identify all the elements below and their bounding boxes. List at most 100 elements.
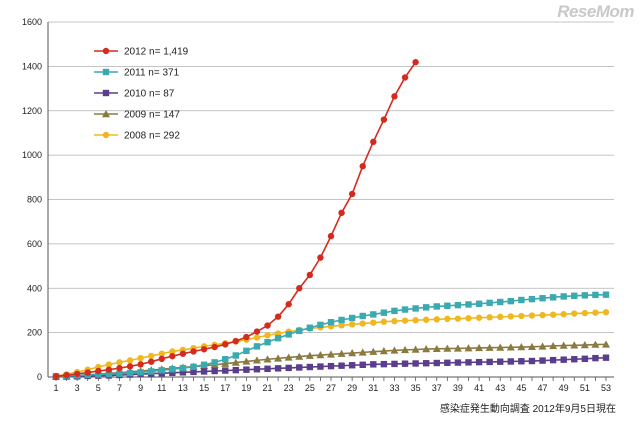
data-point xyxy=(359,361,366,368)
legend-item: 2009 n= 147 xyxy=(94,110,180,121)
data-point xyxy=(253,366,261,373)
data-point xyxy=(528,312,536,319)
data-point xyxy=(571,356,578,363)
data-point xyxy=(549,356,557,364)
data-point xyxy=(465,301,472,308)
data-point xyxy=(602,340,610,348)
data-point xyxy=(412,305,419,312)
data-point xyxy=(411,345,420,353)
legend-swatch-marker xyxy=(102,89,110,97)
data-point xyxy=(497,313,504,321)
data-point xyxy=(252,356,261,364)
data-point xyxy=(391,93,398,100)
data-point xyxy=(105,361,113,368)
data-point xyxy=(497,298,504,306)
data-point xyxy=(105,370,113,378)
series-4 xyxy=(52,309,610,380)
data-point xyxy=(116,364,123,372)
data-point xyxy=(580,341,589,349)
data-point xyxy=(527,342,536,351)
data-point xyxy=(549,341,558,350)
x-tick-label: 49 xyxy=(559,383,569,393)
data-point xyxy=(592,291,599,299)
x-tick-label: 11 xyxy=(157,383,166,393)
series-line xyxy=(55,61,417,378)
data-point xyxy=(126,363,134,370)
data-point xyxy=(222,341,229,348)
data-point xyxy=(169,348,176,355)
data-point xyxy=(200,346,208,353)
data-point xyxy=(169,352,176,360)
y-tick-label: 0 xyxy=(37,372,42,382)
data-point xyxy=(222,356,229,363)
data-point xyxy=(295,352,304,360)
data-point xyxy=(539,311,546,319)
data-point xyxy=(507,313,515,320)
data-point xyxy=(274,313,282,320)
data-point xyxy=(358,348,367,356)
data-point xyxy=(370,361,377,368)
data-point xyxy=(317,363,324,370)
legend-swatch-marker xyxy=(102,47,110,55)
x-tick-label: 15 xyxy=(199,383,209,393)
x-tick-label: 23 xyxy=(284,383,294,393)
data-point xyxy=(444,359,451,366)
data-point xyxy=(560,311,567,318)
data-point xyxy=(147,368,155,375)
y-tick-label: 1000 xyxy=(22,150,42,160)
data-point xyxy=(379,347,388,355)
data-point xyxy=(485,343,494,351)
data-point xyxy=(338,316,345,324)
data-point xyxy=(464,344,473,352)
x-tick-label: 13 xyxy=(178,383,188,393)
data-point xyxy=(401,74,409,81)
data-point xyxy=(253,334,261,341)
data-point xyxy=(200,361,208,368)
data-point xyxy=(190,348,197,355)
data-point xyxy=(422,345,431,353)
data-point xyxy=(560,356,567,363)
data-point xyxy=(105,366,113,373)
data-point xyxy=(296,285,303,292)
data-point xyxy=(518,296,525,304)
data-point xyxy=(380,318,388,325)
data-point xyxy=(475,300,483,307)
data-point xyxy=(243,366,250,373)
data-point xyxy=(422,360,430,367)
data-point xyxy=(443,344,452,352)
x-tick-label: 47 xyxy=(538,383,548,393)
data-point xyxy=(401,306,409,313)
x-tick-label: 45 xyxy=(516,383,526,393)
data-point xyxy=(264,365,271,372)
data-point xyxy=(453,344,462,352)
data-point xyxy=(359,312,366,320)
data-point xyxy=(475,343,484,352)
data-point xyxy=(454,315,462,322)
data-point xyxy=(264,322,271,329)
x-axis-tick-labels: 1 3 5 7 9 11 13 15 17 19 21 23 25 27 29 31 33 35 37 39 41 43 4… xyxy=(53,383,611,393)
data-point xyxy=(348,321,356,328)
x-tick-label: 37 xyxy=(432,383,442,393)
data-point xyxy=(560,293,567,300)
data-point xyxy=(390,346,399,354)
data-point xyxy=(242,357,251,365)
data-point xyxy=(602,291,610,298)
x-tick-label: 5 xyxy=(96,383,101,393)
series-2 xyxy=(52,354,610,380)
x-tick-label: 43 xyxy=(495,383,505,393)
data-point xyxy=(549,294,557,301)
data-point xyxy=(401,345,410,354)
data-point xyxy=(338,362,345,369)
data-point xyxy=(517,343,526,351)
data-point xyxy=(95,371,102,378)
data-point xyxy=(444,315,451,323)
data-point xyxy=(147,352,155,360)
x-tick-label: 53 xyxy=(601,383,611,393)
data-point xyxy=(496,343,505,351)
data-point xyxy=(264,332,271,339)
data-point xyxy=(475,358,483,366)
x-tick-label: 29 xyxy=(347,383,357,393)
legend-item: 2008 n= 292 xyxy=(94,131,180,142)
y-tick-label: 400 xyxy=(27,283,42,293)
